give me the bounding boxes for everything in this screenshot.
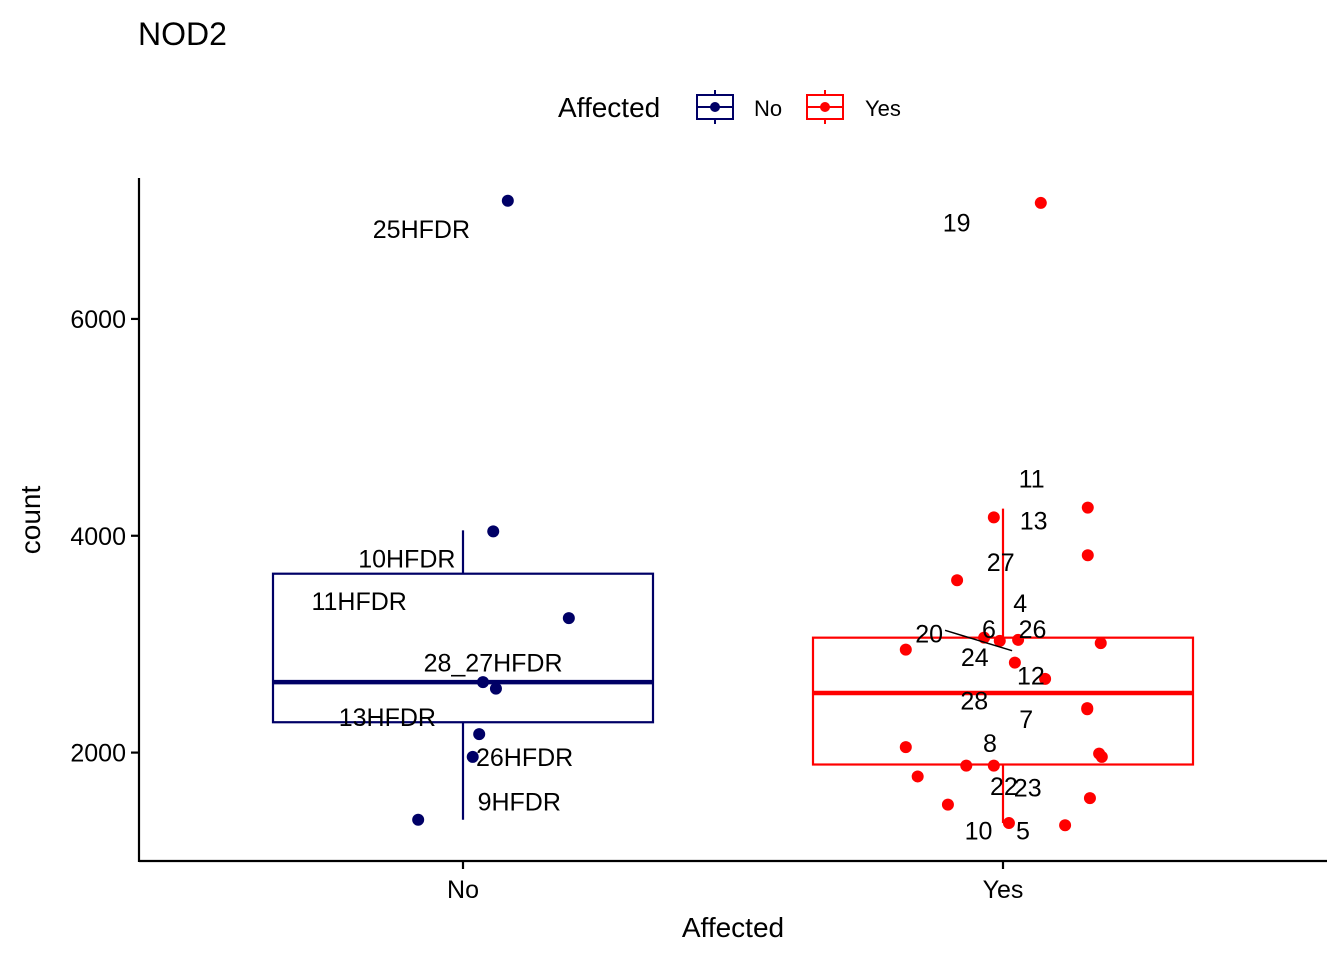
data-point <box>987 759 1000 772</box>
point-label: 26HFDR <box>476 744 573 772</box>
legend-key-yes <box>806 90 844 124</box>
point-label: 27 <box>987 549 1015 577</box>
box-iqr <box>271 572 655 724</box>
data-point <box>1008 656 1021 669</box>
point-label: 13HFDR <box>339 704 436 732</box>
point-label: 25HFDR <box>373 216 470 244</box>
point-label: 24 <box>961 644 989 672</box>
legend-title: Affected <box>558 92 660 123</box>
data-point <box>476 676 489 689</box>
legend-label-no: No <box>754 96 782 121</box>
data-point <box>1081 703 1094 716</box>
data-point <box>960 759 973 772</box>
x-axis: No Yes <box>447 861 1023 904</box>
data-point <box>473 728 486 741</box>
plot-area: 25HFDR 10HFDR 11HFDR 28_27HFDR 13HFDR 26HFDR 9… <box>271 194 1195 846</box>
data-point <box>1034 196 1047 209</box>
data-point <box>1039 672 1052 685</box>
data-point <box>1083 792 1096 805</box>
data-point <box>466 750 479 763</box>
point-label: 19 <box>943 209 971 237</box>
point-label: 26 <box>1019 616 1047 644</box>
point-label: 12 <box>1017 663 1045 691</box>
label-leader-line <box>944 629 1013 652</box>
data-point <box>951 574 964 587</box>
point-label: 10HFDR <box>358 546 455 574</box>
data-point <box>412 813 425 826</box>
point-label: 11HFDR <box>311 588 406 616</box>
data-point <box>1059 819 1072 832</box>
legend-key-point <box>820 102 830 112</box>
x-tick-label: Yes <box>983 876 1024 904</box>
data-point <box>941 798 954 811</box>
data-point <box>487 525 500 538</box>
data-point <box>899 643 912 656</box>
point-label: 23 <box>1014 774 1042 802</box>
data-point <box>1012 633 1025 646</box>
y-tick-label: 6000 <box>70 306 126 334</box>
point-label: 6 <box>982 616 996 644</box>
point-label: 11 <box>1019 465 1045 493</box>
data-point <box>489 682 502 695</box>
x-axis-title: Affected <box>682 912 784 943</box>
data-point <box>1094 637 1107 650</box>
y-tick-label: 4000 <box>70 523 126 551</box>
legend-key-point <box>710 102 720 112</box>
chart-title: NOD2 <box>138 16 227 52</box>
y-axis: 2000 4000 6000 <box>70 306 139 768</box>
data-point <box>899 741 912 754</box>
y-axis-title: count <box>15 486 46 555</box>
x-tick-label: No <box>447 876 479 904</box>
point-label: 20 <box>915 620 943 648</box>
data-point <box>501 194 514 207</box>
data-point <box>562 612 575 625</box>
legend: Affected No Yes <box>558 90 901 124</box>
point-label: 9HFDR <box>478 788 561 816</box>
point-label: 7 <box>1019 706 1033 734</box>
point-label: 28_27HFDR <box>424 650 563 678</box>
legend-key-no <box>696 90 734 124</box>
y-tick-label: 2000 <box>70 740 126 768</box>
point-label: 5 <box>1016 818 1030 846</box>
point-label: 13 <box>1020 508 1048 536</box>
data-point <box>1081 549 1094 562</box>
data-point <box>1081 501 1094 514</box>
point-label: 10 <box>965 818 993 846</box>
data-point <box>993 634 1006 647</box>
data-point <box>911 770 924 783</box>
point-label: 22 <box>990 773 1018 801</box>
point-label: 28 <box>960 688 988 716</box>
point-label: 4 <box>1013 590 1027 618</box>
data-point <box>1095 750 1108 763</box>
box-iqr <box>811 636 1195 766</box>
series-no: 25HFDR 10HFDR 11HFDR 28_27HFDR 13HFDR 26HFDR 9… <box>271 194 655 826</box>
data-point <box>987 511 1000 524</box>
legend-label-yes: Yes <box>865 96 901 121</box>
point-label: 8 <box>983 730 997 758</box>
data-point <box>1002 817 1015 830</box>
